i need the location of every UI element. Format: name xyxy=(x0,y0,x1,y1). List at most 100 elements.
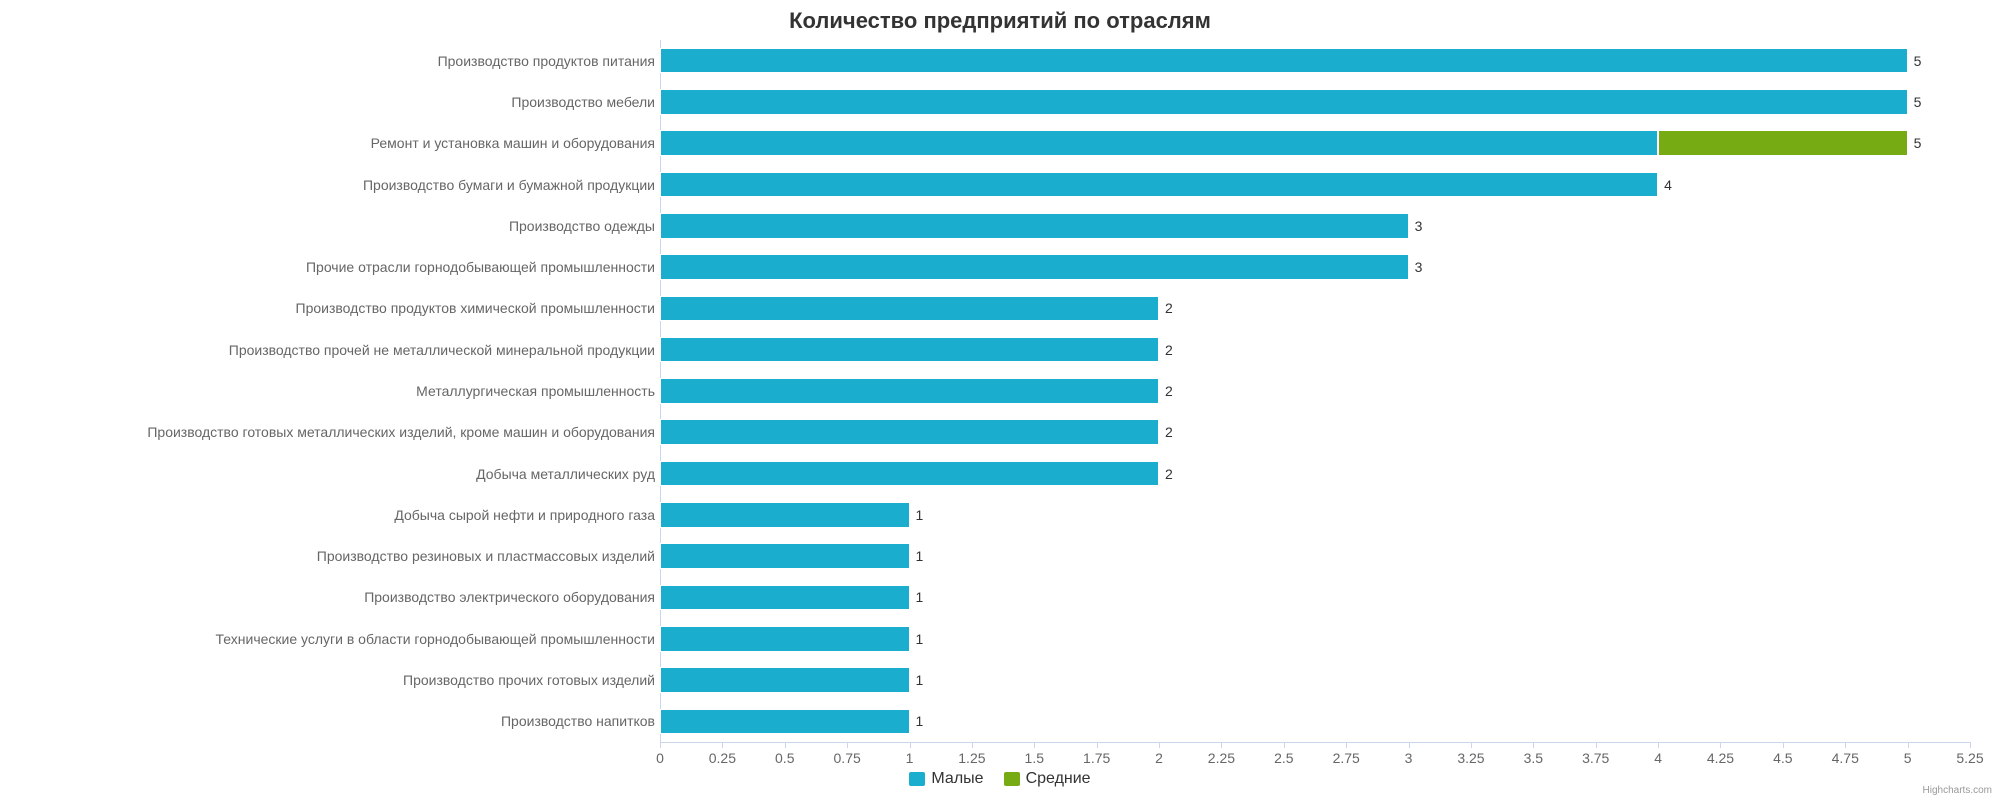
x-tick-label: 5 xyxy=(1904,750,1912,766)
x-tick-label: 0.75 xyxy=(834,750,861,766)
x-tick-mark xyxy=(1221,742,1222,748)
x-tick-mark xyxy=(910,742,911,748)
x-tick-mark xyxy=(1097,742,1098,748)
bar-value-label: 1 xyxy=(916,713,924,729)
bar-value-label: 1 xyxy=(916,631,924,647)
x-tick-mark xyxy=(1409,742,1410,748)
y-axis-label: Производство резиновых и пластмассовых и… xyxy=(317,548,655,564)
x-tick-mark xyxy=(722,742,723,748)
bar-segment[interactable] xyxy=(660,296,1159,322)
bar-value-label: 5 xyxy=(1914,53,1922,69)
x-tick-mark xyxy=(1596,742,1597,748)
x-tick-mark xyxy=(847,742,848,748)
bar-value-label: 2 xyxy=(1165,300,1173,316)
bar-segment[interactable] xyxy=(660,709,910,735)
bar-value-label: 5 xyxy=(1914,135,1922,151)
bar-segment[interactable] xyxy=(660,172,1658,198)
legend-item[interactable]: Малые xyxy=(909,770,983,788)
bar-value-label: 5 xyxy=(1914,94,1922,110)
x-tick-label: 0 xyxy=(656,750,664,766)
y-axis-label: Производство прочей не металлической мин… xyxy=(229,342,655,358)
legend-swatch xyxy=(909,772,925,786)
bar-value-label: 1 xyxy=(916,548,924,564)
bar-value-label: 1 xyxy=(916,507,924,523)
x-tick-mark xyxy=(1346,742,1347,748)
bar-value-label: 1 xyxy=(916,672,924,688)
bar-segment[interactable] xyxy=(660,667,910,693)
x-tick-label: 3.5 xyxy=(1524,750,1543,766)
bar-segment[interactable] xyxy=(660,419,1159,445)
y-axis-label: Производство продуктов химической промыш… xyxy=(296,300,655,316)
bar-value-label: 1 xyxy=(916,589,924,605)
bar-segment[interactable] xyxy=(1658,130,1908,156)
x-tick-label: 4.25 xyxy=(1707,750,1734,766)
bar-value-label: 3 xyxy=(1415,218,1423,234)
x-tick-mark xyxy=(785,742,786,748)
legend-item[interactable]: Средние xyxy=(1004,770,1091,788)
x-tick-mark xyxy=(1783,742,1784,748)
y-axis-label: Прочие отрасли горнодобывающей промышлен… xyxy=(306,259,655,275)
y-axis-label: Производство напитков xyxy=(501,713,655,729)
x-tick-mark xyxy=(660,742,661,748)
y-axis-labels: Производство продуктов питания Производст… xyxy=(0,40,655,742)
y-axis-label: Металлургическая промышленность xyxy=(416,383,655,399)
y-axis-label: Производство мебели xyxy=(511,94,655,110)
legend-swatch xyxy=(1004,772,1020,786)
bar-segment[interactable] xyxy=(660,337,1159,363)
y-axis-label: Технические услуги в области горнодобыва… xyxy=(216,631,655,647)
x-tick-label: 1.5 xyxy=(1025,750,1044,766)
plot-area: 55543322222111111 xyxy=(660,40,1970,742)
y-axis-label: Производство бумаги и бумажной продукции xyxy=(363,177,655,193)
y-axis-label: Производство продуктов питания xyxy=(438,53,655,69)
x-tick-label: 4 xyxy=(1654,750,1662,766)
x-tick-label: 3.75 xyxy=(1582,750,1609,766)
y-axis-label: Производство прочих готовых изделий xyxy=(403,672,655,688)
x-tick-label: 2.75 xyxy=(1333,750,1360,766)
x-tick-label: 3 xyxy=(1405,750,1413,766)
x-tick-mark xyxy=(972,742,973,748)
y-axis-label: Ремонт и установка машин и оборудования xyxy=(371,135,655,151)
bar-segment[interactable] xyxy=(660,626,910,652)
x-tick-mark xyxy=(1159,742,1160,748)
bar-segment[interactable] xyxy=(660,543,910,569)
bar-segment[interactable] xyxy=(660,48,1908,74)
bar-segment[interactable] xyxy=(660,461,1159,487)
x-tick-label: 0.5 xyxy=(775,750,794,766)
bar-segment[interactable] xyxy=(660,378,1159,404)
x-tick-label: 4.5 xyxy=(1773,750,1792,766)
y-axis-label: Добыча металлических руд xyxy=(476,466,655,482)
x-tick-label: 1.75 xyxy=(1083,750,1110,766)
x-tick-mark xyxy=(1658,742,1659,748)
y-axis-label: Производство одежды xyxy=(509,218,655,234)
x-tick-mark xyxy=(1908,742,1909,748)
legend-label: Средние xyxy=(1026,770,1091,788)
bar-value-label: 2 xyxy=(1165,383,1173,399)
bar-segment[interactable] xyxy=(660,585,910,611)
bar-value-label: 3 xyxy=(1415,259,1423,275)
legend: Малые Средние xyxy=(0,770,2000,791)
bar-value-label: 2 xyxy=(1165,424,1173,440)
y-axis-label: Производство готовых металлических издел… xyxy=(147,424,655,440)
bar-segment[interactable] xyxy=(660,213,1409,239)
x-tick-mark xyxy=(1845,742,1846,748)
x-tick-mark xyxy=(1720,742,1721,748)
bar-value-label: 2 xyxy=(1165,342,1173,358)
bar-segment[interactable] xyxy=(660,89,1908,115)
bar-segment[interactable] xyxy=(660,254,1409,280)
x-tick-label: 0.25 xyxy=(709,750,736,766)
bar-segment[interactable] xyxy=(660,130,1658,156)
bar-segment[interactable] xyxy=(660,502,910,528)
x-tick-mark xyxy=(1471,742,1472,748)
y-axis-label: Производство электрического оборудования xyxy=(364,589,655,605)
x-tick-mark xyxy=(1034,742,1035,748)
x-tick-mark xyxy=(1284,742,1285,748)
x-tick-label: 2 xyxy=(1155,750,1163,766)
x-tick-mark xyxy=(1970,742,1971,748)
credits: Highcharts.com xyxy=(1923,785,1992,796)
x-axis-ticks: 00.250.50.7511.251.51.7522.252.52.7533.2… xyxy=(660,742,1970,762)
bar-value-label: 2 xyxy=(1165,466,1173,482)
x-tick-label: 2.5 xyxy=(1274,750,1293,766)
legend-label: Малые xyxy=(931,770,983,788)
x-tick-label: 3.25 xyxy=(1457,750,1484,766)
x-tick-mark xyxy=(1533,742,1534,748)
